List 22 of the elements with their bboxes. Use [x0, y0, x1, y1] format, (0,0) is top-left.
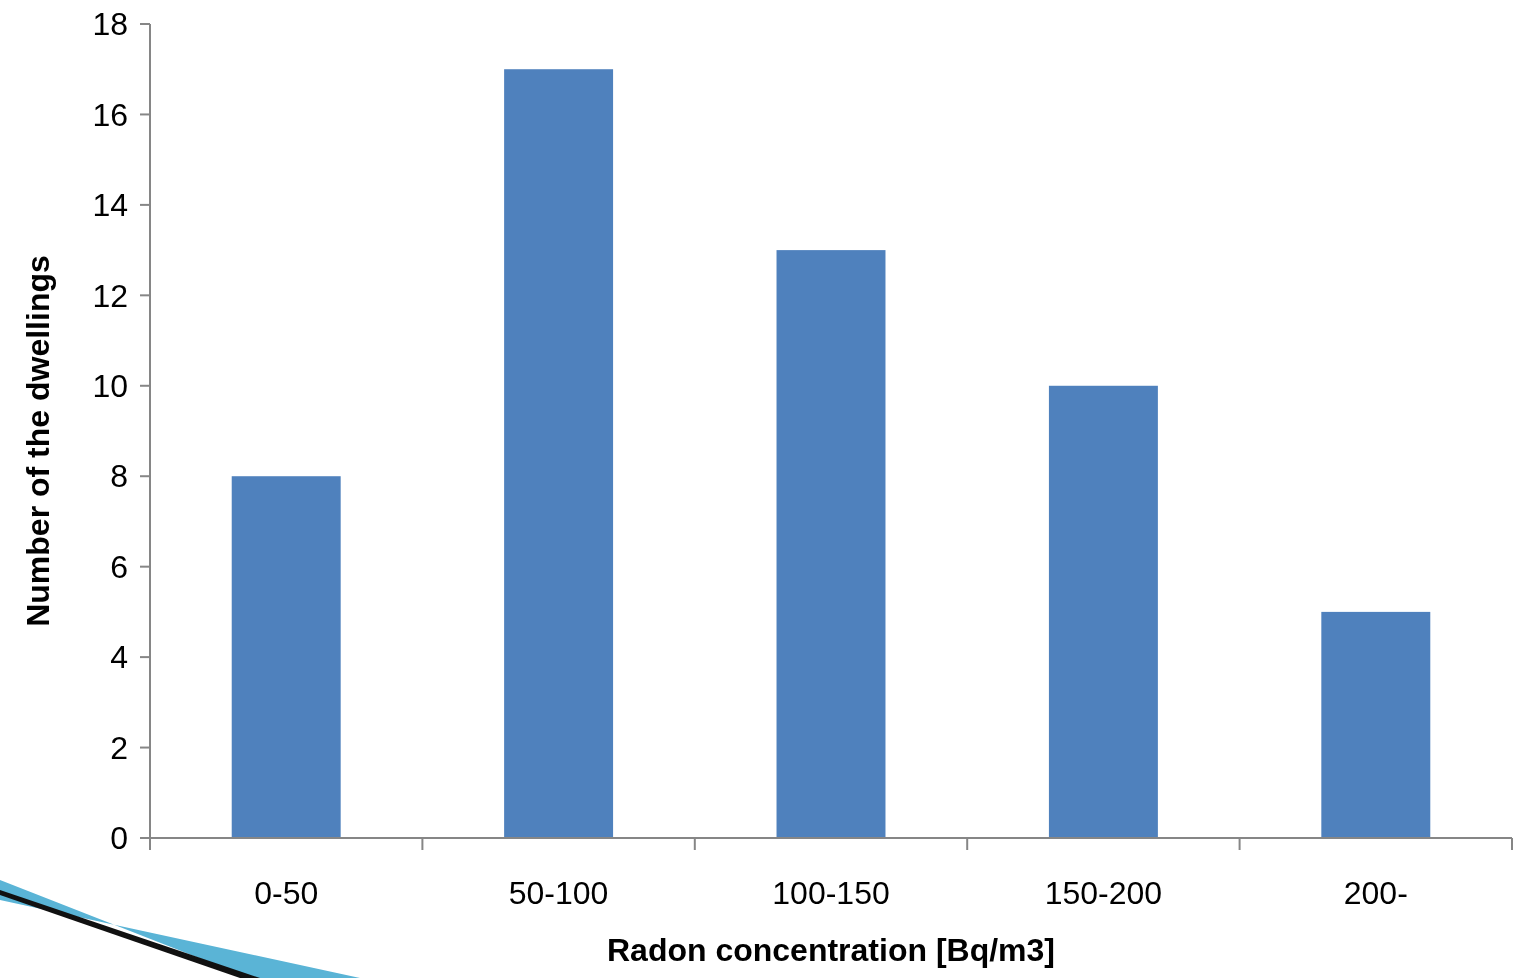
y-tick-label: 2 — [110, 729, 128, 766]
x-axis-title: Radon concentration [Bq/m3] — [606, 932, 1056, 969]
y-tick-label: 6 — [110, 548, 128, 585]
bar — [504, 69, 614, 838]
bar — [1321, 611, 1431, 838]
x-tick-label: 150-200 — [1044, 875, 1163, 912]
y-tick-label: 16 — [92, 96, 128, 133]
bar — [776, 250, 886, 838]
bar — [231, 476, 341, 838]
y-tick-label: 8 — [110, 458, 128, 495]
y-tick-label: 4 — [110, 639, 128, 676]
bar — [1048, 385, 1158, 838]
x-tick-label: 0-50 — [254, 875, 319, 912]
x-tick-label: 50-100 — [508, 875, 609, 912]
y-tick-label: 14 — [92, 187, 128, 224]
y-tick-label: 0 — [110, 820, 128, 857]
x-tick-label: 100-150 — [772, 875, 890, 912]
y-tick-label: 12 — [92, 277, 128, 314]
y-tick-label: 18 — [92, 6, 128, 43]
y-tick-label: 10 — [92, 367, 128, 404]
x-tick-label: 200- — [1343, 875, 1408, 912]
y-axis-title: Number of the dwellings — [20, 255, 57, 627]
